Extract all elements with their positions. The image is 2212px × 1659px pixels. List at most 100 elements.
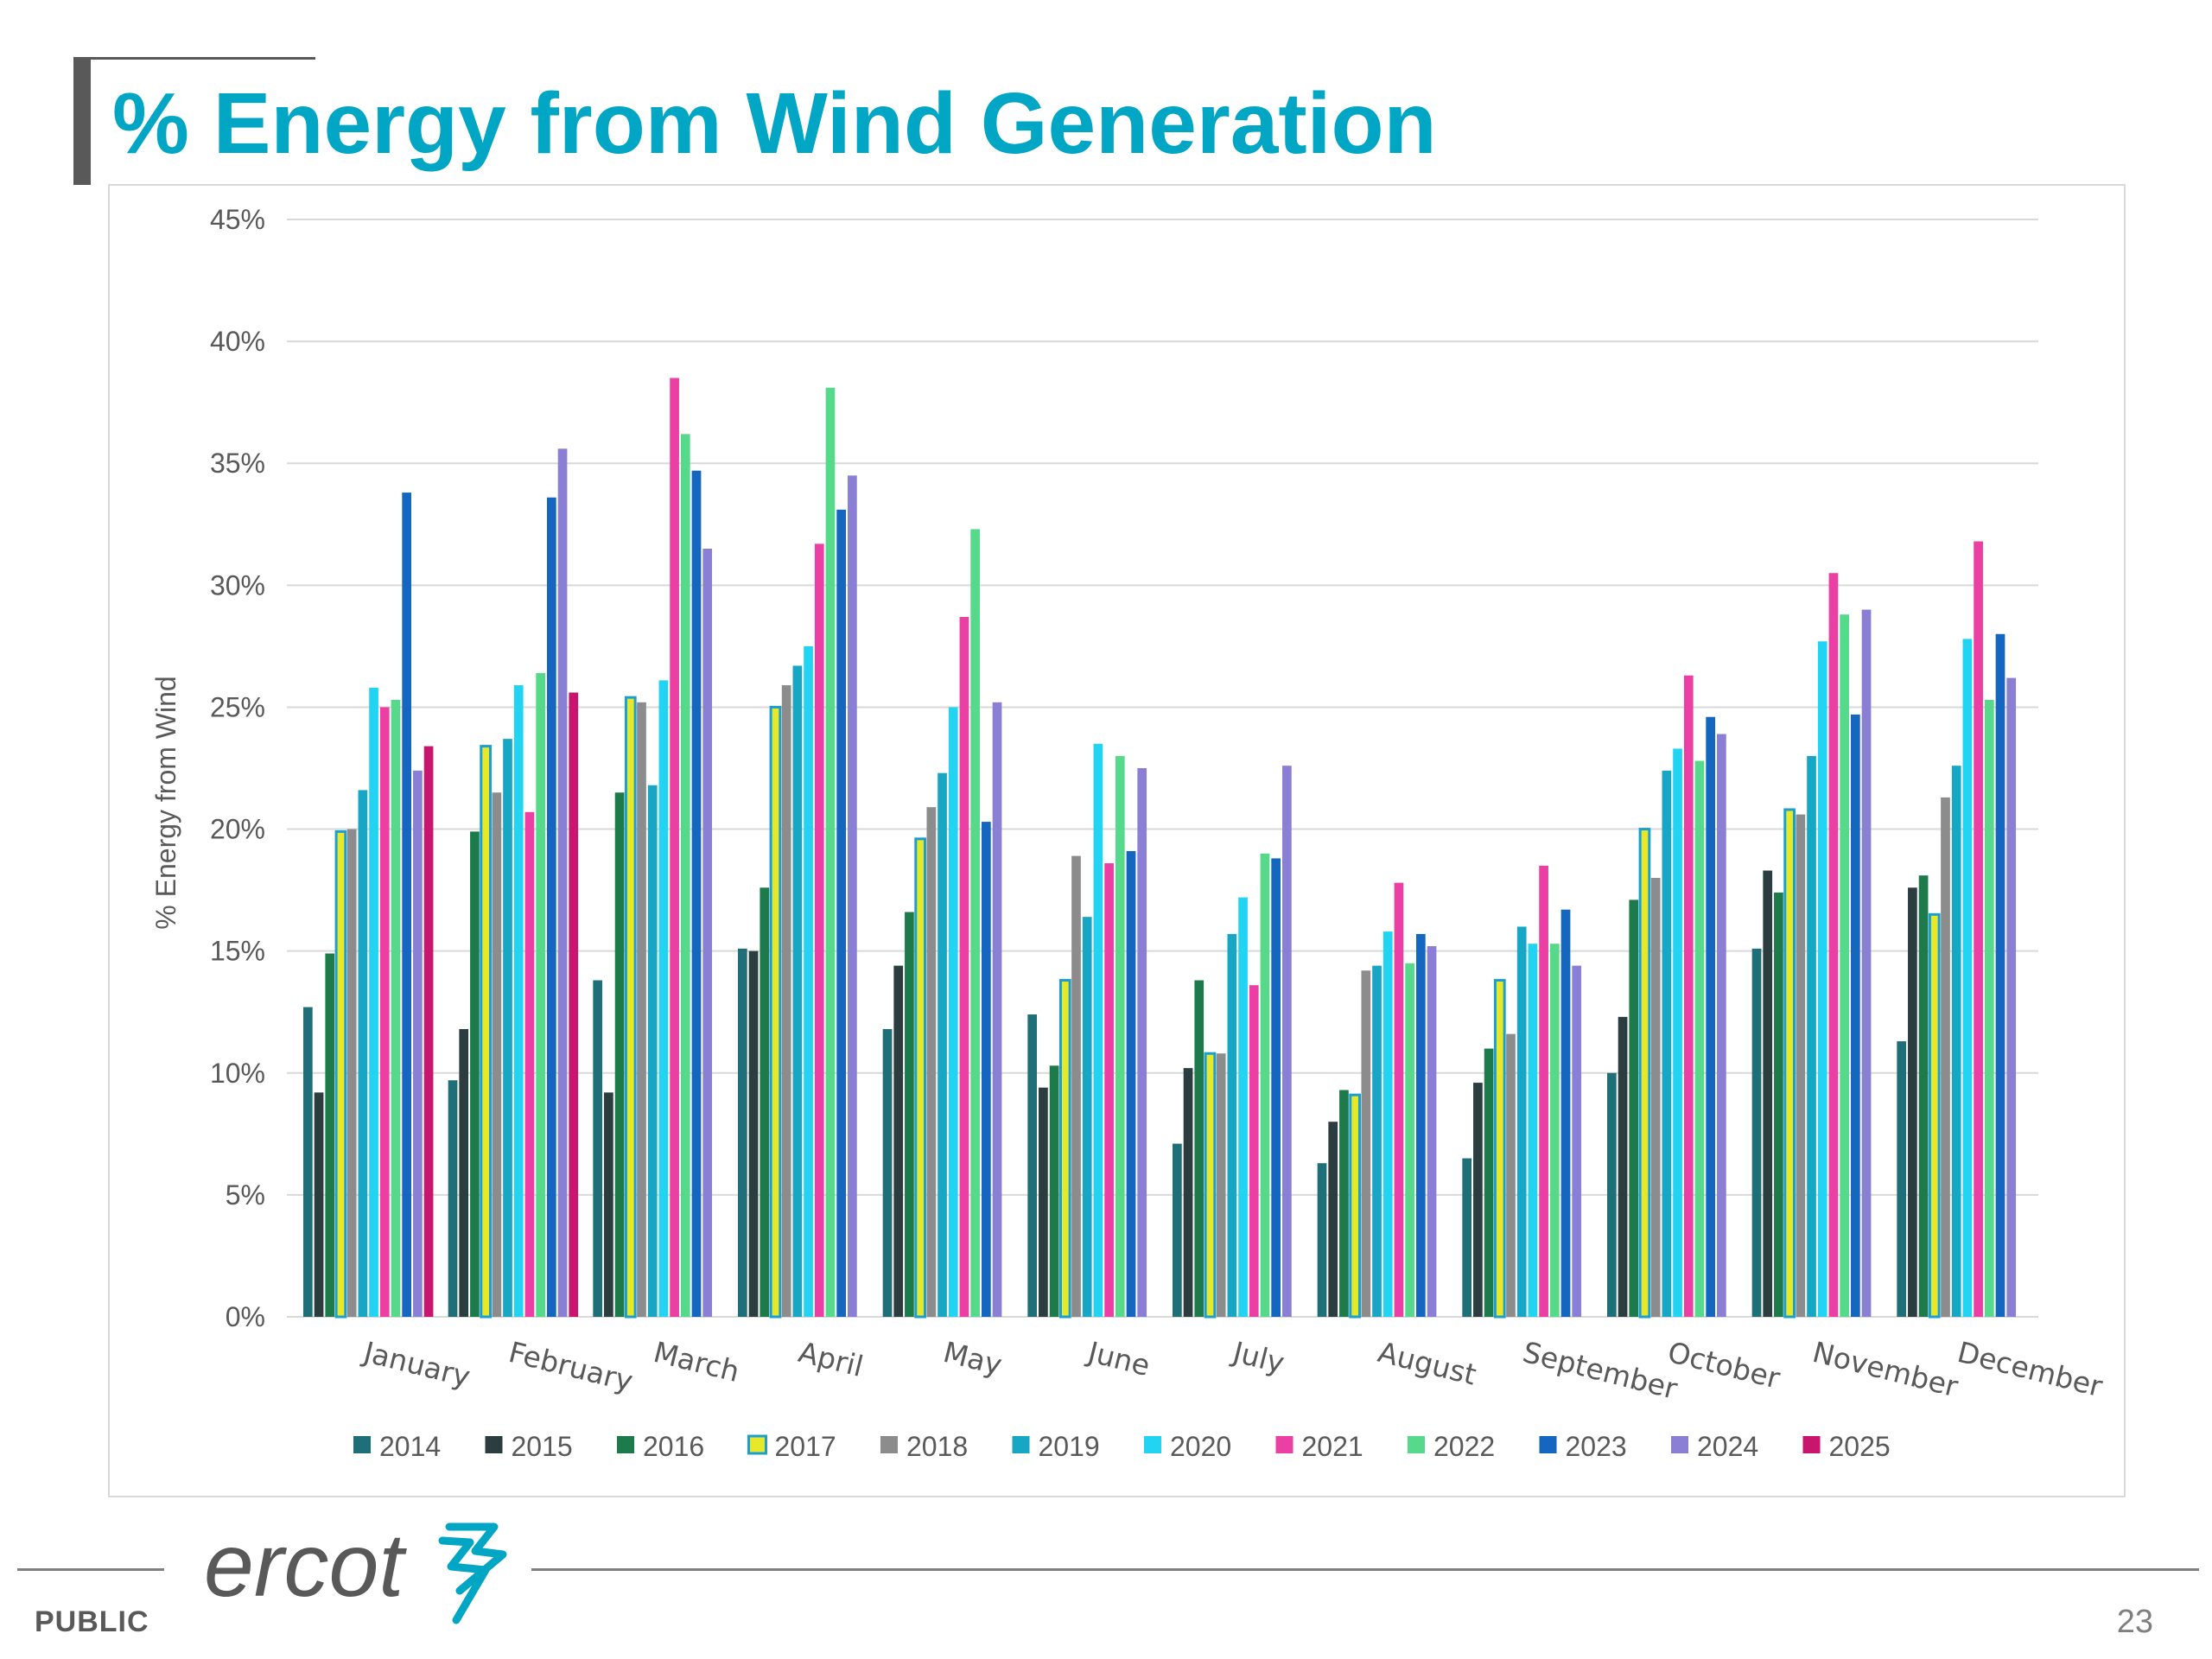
bar-2015-august <box>1328 1122 1338 1317</box>
bar-2015-july <box>1183 1068 1193 1317</box>
legend-label-2017: 2017 <box>775 1431 836 1462</box>
x-tick-label: February <box>505 1335 636 1398</box>
bar-2017-january <box>334 830 347 1319</box>
bar-2016-august <box>1339 1090 1349 1317</box>
bar-2018-june <box>1071 855 1081 1317</box>
bar-2020-december <box>1962 639 1973 1317</box>
y-tick-label: 35% <box>210 448 265 479</box>
bar-2019-november <box>1807 755 1816 1317</box>
bar-2020-february <box>513 685 524 1317</box>
bar-2015-december <box>1908 887 1917 1317</box>
bar-2015-february <box>459 1028 469 1317</box>
legend-label-2020: 2020 <box>1170 1431 1231 1462</box>
bar-2022-february <box>536 672 545 1317</box>
bar-2019-july <box>1227 933 1237 1317</box>
y-tick-label: 15% <box>210 936 265 967</box>
y-tick-label: 25% <box>210 691 265 722</box>
bar-2017-september <box>1493 979 1506 1319</box>
y-tick-label: 45% <box>210 204 265 235</box>
bar-2024-may <box>992 702 1002 1317</box>
bar-2021-august <box>1394 882 1404 1317</box>
bar-2020-january <box>369 687 378 1317</box>
bar-2017-december <box>1928 912 1941 1319</box>
bar-2018-january <box>346 829 357 1317</box>
bar-2016-december <box>1918 875 1929 1317</box>
bar-2021-december <box>1974 541 1983 1317</box>
bar-2020-july <box>1238 897 1248 1317</box>
bar-2024-june <box>1137 768 1147 1317</box>
x-tick-label: September <box>1520 1335 1681 1406</box>
bar-2016-february <box>470 831 480 1317</box>
chart-frame: 0% 5% 10% 15% 20% 25% 30% 35% 40% 45% % Energy fro… <box>108 184 2126 1497</box>
bar-2018-october <box>1650 878 1661 1317</box>
bar-2017-november <box>1783 808 1796 1319</box>
bar-2014-february <box>448 1080 458 1317</box>
legend-label-2023: 2023 <box>1566 1431 1627 1462</box>
legend-label-2022: 2022 <box>1433 1431 1495 1462</box>
title-accent-bar <box>73 59 91 185</box>
bar-2023-february <box>546 497 556 1317</box>
bar-2016-april <box>760 887 770 1317</box>
bar-2024-july <box>1282 766 1292 1317</box>
bar-2016-june <box>1049 1065 1059 1317</box>
bar-2014-june <box>1027 1014 1038 1317</box>
legend-swatch-2016 <box>617 1436 634 1453</box>
bar-2023-september <box>1560 909 1571 1317</box>
bar-2023-april <box>836 509 847 1317</box>
bar-2014-august <box>1317 1163 1327 1317</box>
footer-divider-right <box>531 1568 2199 1571</box>
legend-label-2018: 2018 <box>906 1431 968 1462</box>
bar-2024-january <box>413 770 423 1317</box>
bar-2021-february <box>524 811 535 1317</box>
bar-2021-april <box>814 543 824 1317</box>
bar-2020-may <box>948 707 958 1317</box>
bar-2016-october <box>1629 899 1639 1317</box>
bar-2021-january <box>379 707 390 1317</box>
bar-2022-march <box>680 434 690 1317</box>
bar-2019-december <box>1951 766 1961 1317</box>
bar-2024-march <box>702 549 713 1317</box>
bar-2016-may <box>905 912 914 1317</box>
y-axis-title: % Energy from Wind <box>150 676 181 929</box>
bar-2014-september <box>1462 1158 1472 1317</box>
bar-2025-january <box>423 746 434 1317</box>
bar-2021-november <box>1828 573 1839 1317</box>
bar-2021-june <box>1104 863 1114 1317</box>
slide-title: % Energy from Wind Generation <box>112 75 1437 172</box>
x-tick-label: April <box>795 1335 867 1383</box>
x-tick-label: January <box>359 1334 474 1394</box>
bar-2023-november <box>1850 714 1860 1317</box>
bar-2014-december <box>1897 1041 1907 1317</box>
bar-2022-july <box>1260 853 1270 1317</box>
page-number: 23 <box>2116 1604 2153 1640</box>
bar-2024-november <box>1861 609 1872 1317</box>
bar-2019-february <box>503 739 512 1317</box>
bar-2018-august <box>1361 970 1371 1317</box>
bar-2024-december <box>2006 677 2017 1317</box>
classification-label: PUBLIC <box>35 1605 149 1638</box>
bar-2020-april <box>804 645 813 1317</box>
bar-2018-september <box>1506 1033 1516 1317</box>
bar-2020-september <box>1528 944 1538 1317</box>
bar-2019-january <box>358 790 368 1317</box>
bar-2022-october <box>1694 760 1705 1317</box>
bar-2019-april <box>792 665 803 1317</box>
legend-label-2021: 2021 <box>1302 1431 1363 1462</box>
legend-swatch-2019 <box>1012 1436 1030 1453</box>
bar-2022-september <box>1549 944 1560 1317</box>
bar-2022-november <box>1840 614 1849 1317</box>
legend-swatch-2022 <box>1408 1436 1425 1453</box>
bar-2023-december <box>1995 633 2005 1317</box>
x-tick-label: November <box>1809 1335 1961 1403</box>
bar-2017-march <box>624 696 637 1319</box>
bar-2024-september <box>1572 965 1582 1317</box>
legend-swatch-2023 <box>1539 1436 1557 1453</box>
bar-2014-october <box>1607 1072 1617 1317</box>
legend-swatch-2021 <box>1275 1436 1294 1453</box>
bar-2019-august <box>1372 965 1382 1317</box>
bar-2020-march <box>658 680 669 1317</box>
bar-2015-september <box>1473 1083 1483 1317</box>
bar-2014-july <box>1173 1143 1182 1317</box>
legend-label-2015: 2015 <box>512 1431 573 1462</box>
bar-2019-october <box>1662 770 1672 1317</box>
